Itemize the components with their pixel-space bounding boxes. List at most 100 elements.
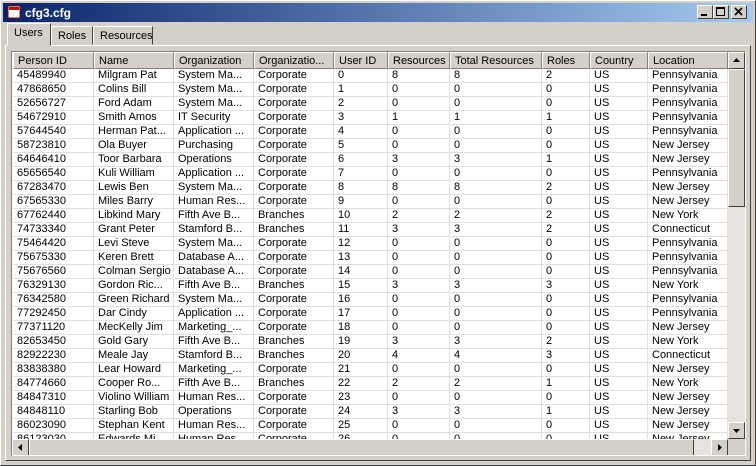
table-cell: 0 <box>542 251 590 265</box>
table-cell: Operations <box>174 153 254 167</box>
table-cell: 2 <box>542 335 590 349</box>
table-cell: Lewis Ben <box>94 181 174 195</box>
minimize-button[interactable] <box>697 5 713 19</box>
scroll-right-button[interactable] <box>711 439 728 455</box>
table-cell: 0 <box>334 69 388 83</box>
table-cell: US <box>590 167 648 181</box>
table-cell: Application ... <box>174 307 254 321</box>
table-cell: Corporate <box>254 181 334 195</box>
window-title: cfg3.cfg <box>25 6 72 20</box>
scroll-thumb[interactable] <box>728 69 745 207</box>
table-cell: 76329130 <box>13 279 94 293</box>
table-cell: Keren Brett <box>94 251 174 265</box>
table-cell: 3 <box>450 279 542 293</box>
table-cell: 0 <box>388 125 450 139</box>
table-cell: US <box>590 181 648 195</box>
table-cell: 1 <box>388 111 450 125</box>
table-cell: System Ma... <box>174 293 254 307</box>
table-cell: 82653450 <box>13 335 94 349</box>
table-cell: 84847310 <box>13 391 94 405</box>
table-cell: 2 <box>542 209 590 223</box>
table-cell: 2 <box>542 69 590 83</box>
table-cell: Corporate <box>254 195 334 209</box>
column-header[interactable]: Location <box>648 52 728 69</box>
table-cell: 3 <box>450 153 542 167</box>
table-cell: 18 <box>334 321 388 335</box>
title-bar: cfg3.cfg <box>3 3 753 22</box>
scroll-up-button[interactable] <box>728 52 745 69</box>
table-cell: 75676560 <box>13 265 94 279</box>
table-cell: 0 <box>542 363 590 377</box>
table-cell: 6 <box>334 153 388 167</box>
tab[interactable]: Users <box>7 23 51 46</box>
table-cell: 0 <box>388 139 450 153</box>
column-header[interactable]: Organization <box>174 52 254 69</box>
table-cell: New Jersey <box>648 363 728 377</box>
table-cell: 12 <box>334 237 388 251</box>
table-cell: 8 <box>388 181 450 195</box>
table-cell: 2 <box>450 377 542 391</box>
column-header[interactable]: Total Resources <box>450 52 542 69</box>
table-cell: Corporate <box>254 237 334 251</box>
table-cell: 1 <box>542 111 590 125</box>
table-cell: MecKelly Jim <box>94 321 174 335</box>
table-cell: 0 <box>388 83 450 97</box>
table-cell: Application ... <box>174 167 254 181</box>
table-cell: US <box>590 153 648 167</box>
table-cell: Marketing_... <box>174 321 254 335</box>
table-cell: 3 <box>388 223 450 237</box>
table-cell: Stamford B... <box>174 223 254 237</box>
column-header[interactable]: Resources <box>388 52 450 69</box>
table-cell: 0 <box>388 419 450 433</box>
table-cell: 74733340 <box>13 223 94 237</box>
table-cell: Human Res... <box>174 195 254 209</box>
table-cell: 0 <box>450 237 542 251</box>
table-cell: Meale Jay <box>94 349 174 363</box>
table-cell: US <box>590 265 648 279</box>
table-cell: Pennsylvania <box>648 83 728 97</box>
table-cell: 0 <box>542 321 590 335</box>
tab[interactable]: Roles <box>51 26 93 45</box>
column-header[interactable]: Country <box>590 52 648 69</box>
column-header[interactable]: User ID <box>334 52 388 69</box>
table-cell: 84774660 <box>13 377 94 391</box>
table-cell: US <box>590 111 648 125</box>
table-cell: Pennsylvania <box>648 167 728 181</box>
table-cell: Gordon Ric... <box>94 279 174 293</box>
close-button[interactable] <box>731 5 747 19</box>
table-cell: 3 <box>388 405 450 419</box>
table-cell: US <box>590 209 648 223</box>
scroll-thumb[interactable] <box>29 439 694 455</box>
column-header[interactable]: Person ID <box>13 52 94 69</box>
table-cell: New Jersey <box>648 391 728 405</box>
table-cell: 10 <box>334 209 388 223</box>
table-cell: 3 <box>388 335 450 349</box>
table-cell: Pennsylvania <box>648 265 728 279</box>
table-cell: 67565330 <box>13 195 94 209</box>
table-cell: 15 <box>334 279 388 293</box>
maximize-button[interactable] <box>713 5 729 19</box>
table-cell: Kuli William <box>94 167 174 181</box>
tab[interactable]: Resources <box>93 26 153 45</box>
table-cell: New Jersey <box>648 321 728 335</box>
table-cell: 24 <box>334 405 388 419</box>
table-cell: System Ma... <box>174 83 254 97</box>
scroll-down-button[interactable] <box>728 422 745 439</box>
table-cell: Corporate <box>254 405 334 419</box>
table-cell: 86023090 <box>13 419 94 433</box>
table-cell: 23 <box>334 391 388 405</box>
table-cell: 77292450 <box>13 307 94 321</box>
column-header[interactable]: Roles <box>542 52 590 69</box>
table-cell: IT Security <box>174 111 254 125</box>
table-cell: 21 <box>334 363 388 377</box>
scroll-left-button[interactable] <box>12 439 29 455</box>
table-cell: 0 <box>450 125 542 139</box>
table-cell: New York <box>648 279 728 293</box>
table-cell: US <box>590 125 648 139</box>
column-header[interactable]: Organizatio... <box>254 52 334 69</box>
table-cell: 83838380 <box>13 363 94 377</box>
table-cell: 3 <box>450 335 542 349</box>
table-cell: 1 <box>334 83 388 97</box>
column-header[interactable]: Name <box>94 52 174 69</box>
